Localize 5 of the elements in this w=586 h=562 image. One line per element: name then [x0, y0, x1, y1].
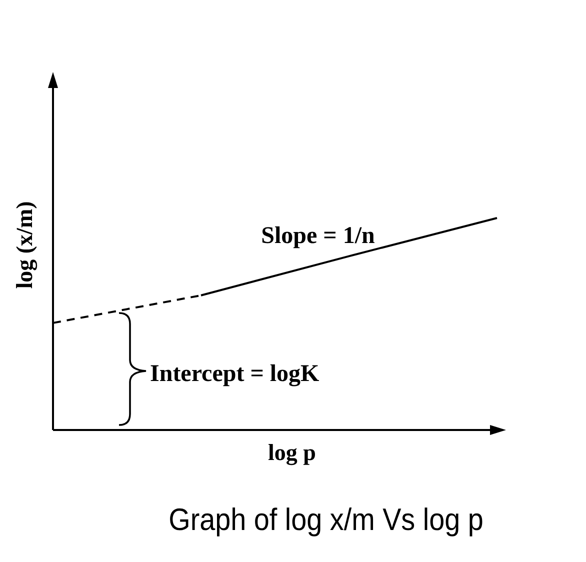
- text: Graph of log x/m Vs log p: [168, 502, 484, 538]
- y-axis-title: log (x/m): [12, 201, 38, 289]
- annotation: Slope = 1/n: [261, 223, 375, 249]
- x-axis-title: log p: [268, 440, 316, 466]
- annotation: Intercept = logK: [150, 361, 320, 387]
